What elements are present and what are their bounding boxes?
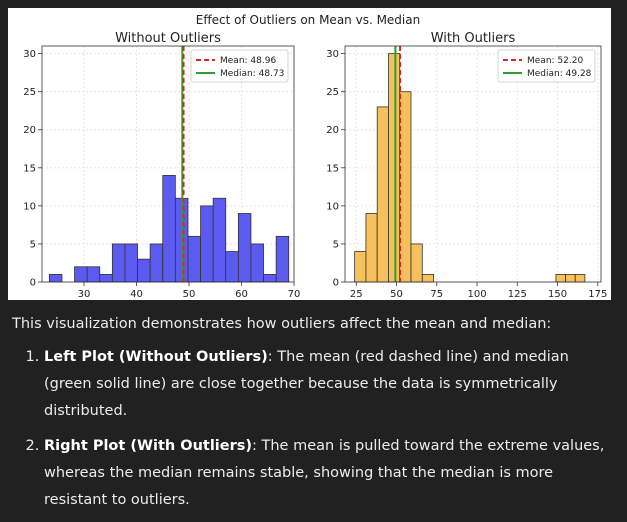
- histogram-bar: [376, 106, 389, 283]
- y-tick-label: 15: [326, 163, 339, 174]
- explanation: This visualization demonstrates how outl…: [12, 314, 612, 522]
- x-tick-label: 150: [548, 289, 567, 300]
- histogram-bar: [250, 243, 264, 283]
- subplot-title: With Outliers: [431, 31, 516, 46]
- plot-frame: [344, 45, 602, 283]
- x-tick-label: 40: [130, 289, 143, 300]
- histogram-bar: [574, 273, 586, 283]
- histogram-bar: [149, 243, 164, 283]
- x-tick-label: 50: [390, 289, 403, 300]
- explanation-item-title: Left Plot (Without Outliers): [44, 349, 268, 365]
- explanation-item: Left Plot (Without Outliers): The mean (…: [44, 344, 612, 425]
- legend-label: Mean: 52.20: [527, 56, 583, 66]
- x-tick-label: 50: [183, 289, 196, 300]
- x-tick-label: 70: [288, 289, 301, 300]
- y-tick-label: 10: [326, 201, 339, 212]
- histogram-bar: [200, 205, 214, 283]
- histogram-bar: [399, 91, 412, 283]
- histogram-bar: [225, 251, 239, 283]
- x-tick-label: 60: [235, 289, 248, 300]
- y-tick-label: 10: [23, 201, 36, 212]
- x-tick-label: 125: [508, 289, 527, 300]
- x-tick-label: 30: [78, 289, 91, 300]
- histogram-bar: [212, 197, 227, 283]
- histogram-bar: [365, 213, 378, 283]
- y-tick-label: 20: [326, 125, 339, 136]
- histogram-bar: [565, 273, 576, 283]
- explanation-item-title: Right Plot (With Outliers): [44, 438, 253, 454]
- x-tick-label: 100: [467, 289, 486, 300]
- y-tick-label: 30: [326, 49, 339, 60]
- subplot-title: Without Outliers: [115, 31, 221, 46]
- y-tick-label: 30: [23, 49, 36, 60]
- legend-label: Mean: 48.96: [220, 56, 276, 66]
- legend-box: [190, 49, 289, 83]
- histogram-bar: [48, 273, 63, 283]
- legend-box: [497, 49, 596, 83]
- histogram-bar: [111, 243, 126, 283]
- x-tick-label: 175: [588, 289, 607, 300]
- explanation-item-text: : The mean (red dashed line) and median …: [44, 349, 569, 419]
- y-tick-label: 25: [23, 87, 36, 98]
- histogram-bar: [354, 251, 367, 283]
- histogram-bar: [275, 235, 290, 283]
- plot-frame: [41, 45, 295, 283]
- y-tick-label: 0: [30, 278, 36, 289]
- histogram-bar: [388, 53, 401, 283]
- explanation-item: Right Plot (With Outliers): The mean is …: [44, 433, 612, 514]
- histogram-bar: [74, 266, 88, 283]
- chart-suptitle: Effect of Outliers on Mean vs. Median: [196, 13, 420, 27]
- histogram-bar: [263, 273, 277, 283]
- chart-svg: Effect of Outliers on Mean vs. Median Wi…: [23, 13, 607, 300]
- y-tick-label: 0: [333, 278, 339, 289]
- y-tick-label: 25: [326, 87, 339, 98]
- histogram-bar: [555, 273, 566, 283]
- y-tick-label: 5: [333, 239, 339, 250]
- histogram-bar: [162, 175, 176, 283]
- histogram-bar: [421, 273, 434, 283]
- histogram-bar: [187, 235, 201, 283]
- legend-label: Median: 49.28: [527, 69, 592, 79]
- explanation-item-text: : The mean is pulled toward the extreme …: [44, 438, 605, 508]
- histogram-bar: [137, 258, 151, 283]
- y-tick-label: 20: [23, 125, 36, 136]
- explanation-intro: This visualization demonstrates how outl…: [12, 316, 552, 332]
- legend-label: Median: 48.73: [220, 69, 284, 79]
- histogram-bar: [99, 273, 113, 283]
- y-tick-label: 15: [23, 163, 36, 174]
- histogram-bar: [410, 243, 423, 283]
- histogram-bar: [237, 213, 252, 283]
- y-tick-label: 5: [30, 239, 36, 250]
- x-tick-label: 75: [430, 289, 443, 300]
- histogram-bar: [86, 266, 101, 283]
- histogram-bar: [124, 243, 138, 283]
- x-tick-label: 25: [350, 289, 363, 300]
- explanation-list: Left Plot (Without Outliers): The mean (…: [12, 344, 612, 514]
- chart-figure: Effect of Outliers on Mean vs. Median Wi…: [8, 8, 611, 300]
